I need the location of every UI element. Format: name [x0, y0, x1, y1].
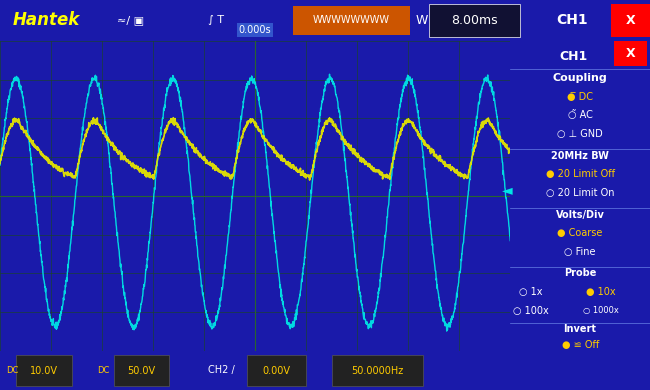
Text: ○ 1x: ○ 1x [519, 287, 543, 297]
Text: Coupling: Coupling [552, 73, 608, 83]
FancyBboxPatch shape [614, 41, 647, 66]
Text: 50.0000Hz: 50.0000Hz [351, 365, 403, 376]
Text: ○ 20 Limit On: ○ 20 Limit On [546, 188, 614, 198]
Text: CH2 /: CH2 / [208, 365, 235, 376]
Text: Invert: Invert [564, 324, 597, 334]
Text: 0.000s: 0.000s [239, 25, 272, 35]
Text: ○ Fine: ○ Fine [564, 247, 596, 257]
FancyBboxPatch shape [16, 355, 72, 386]
Text: ○̃ AC: ○̃ AC [567, 110, 593, 121]
Text: Volts/Div: Volts/Div [556, 209, 604, 220]
Text: ○ ⊥ GND: ○ ⊥ GND [557, 129, 603, 139]
Text: WWWWWWWW: WWWWWWWW [313, 16, 389, 25]
Text: ≈/ ▣: ≈/ ▣ [117, 16, 144, 25]
Text: CH1: CH1 [556, 14, 588, 27]
FancyBboxPatch shape [611, 4, 650, 37]
Text: 0.00V: 0.00V [262, 365, 291, 376]
Text: 8.00ms: 8.00ms [451, 14, 498, 27]
Text: ◄: ◄ [502, 183, 513, 197]
Text: 20MHz BW: 20MHz BW [551, 151, 609, 161]
FancyBboxPatch shape [332, 355, 422, 386]
Text: ● 10x: ● 10x [586, 287, 616, 297]
Text: Hantek: Hantek [13, 11, 80, 30]
Text: ● Coarse: ● Coarse [558, 228, 603, 238]
Text: 10.0V: 10.0V [30, 365, 58, 376]
Text: ● ≌ Off: ● ≌ Off [562, 340, 599, 350]
Text: ●̅̅ DC: ●̅̅ DC [567, 92, 593, 102]
Text: Probe: Probe [564, 268, 596, 278]
Text: DC: DC [98, 366, 110, 375]
FancyBboxPatch shape [429, 4, 520, 37]
Text: ○ 100x: ○ 100x [514, 306, 549, 316]
Text: CH1: CH1 [559, 50, 588, 63]
Text: ∫ T: ∫ T [208, 16, 224, 25]
FancyBboxPatch shape [247, 355, 306, 386]
Text: X: X [626, 14, 635, 27]
Text: ○ 1000x: ○ 1000x [583, 306, 619, 315]
Text: 50.0V: 50.0V [127, 365, 156, 376]
FancyBboxPatch shape [292, 6, 410, 35]
Text: X: X [625, 47, 635, 60]
Text: ● 20 Limit Off: ● 20 Limit Off [545, 169, 615, 179]
Text: DC: DC [6, 366, 19, 375]
FancyBboxPatch shape [114, 355, 169, 386]
Text: W: W [416, 14, 428, 27]
